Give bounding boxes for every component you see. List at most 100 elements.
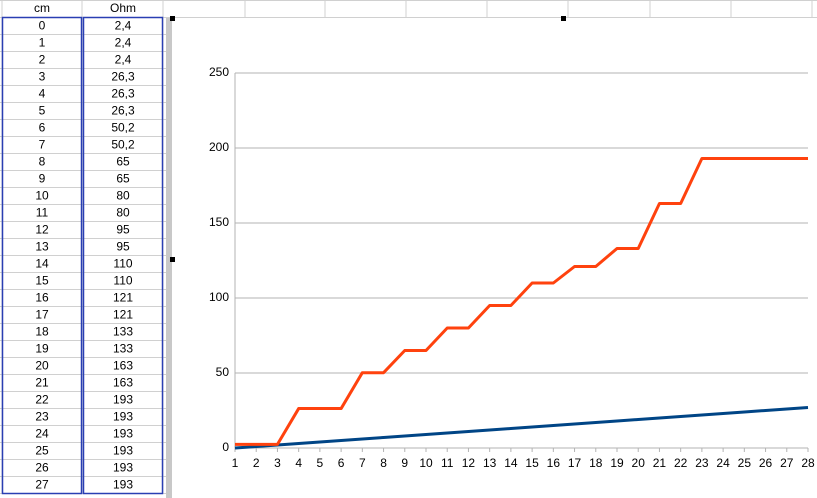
cell: 19 (35, 342, 49, 356)
x-tick-label: 15 (525, 456, 539, 470)
x-tick-label: 7 (359, 456, 366, 470)
cell: 7 (39, 138, 46, 152)
cell: 110 (113, 274, 132, 288)
x-tick-label: 13 (483, 456, 497, 470)
cell: 24 (35, 427, 49, 441)
x-tick-label: 23 (695, 456, 709, 470)
y-tick-label: 100 (209, 290, 229, 304)
x-tick-label: 24 (716, 456, 730, 470)
series-line (234, 406, 809, 450)
cell: 15 (35, 274, 49, 288)
cell: 9 (39, 172, 46, 186)
cell: 10 (35, 189, 49, 203)
cell: 193 (113, 410, 133, 424)
cell: 27 (35, 478, 49, 492)
x-tick-label: 2 (253, 456, 260, 470)
cell: 193 (113, 461, 133, 475)
cell: 193 (113, 427, 133, 441)
x-tick-label: 17 (568, 456, 582, 470)
x-tick-label: 1 (232, 456, 239, 470)
cell: 163 (113, 376, 133, 390)
cell: 13 (35, 240, 49, 254)
x-tick-label: 9 (401, 456, 408, 470)
x-tick-label: 19 (610, 456, 624, 470)
column-header: cm (34, 1, 50, 15)
x-tick-label: 21 (653, 456, 667, 470)
cell: 2,4 (115, 53, 132, 67)
cell: 121 (113, 308, 133, 322)
cell: 3 (39, 70, 46, 84)
cell: 11 (36, 206, 49, 220)
cell: 163 (113, 359, 133, 373)
cell: 121 (113, 291, 133, 305)
cell: 65 (116, 155, 130, 169)
cell: 1 (39, 36, 46, 50)
x-tick-label: 11 (441, 456, 454, 470)
y-tick-label: 50 (216, 365, 230, 379)
cell: 50,2 (111, 138, 135, 152)
cell: 193 (113, 444, 133, 458)
handle (561, 16, 566, 21)
column-header: Ohm (110, 1, 136, 15)
cell: 21 (35, 376, 49, 390)
x-tick-label: 22 (674, 456, 688, 470)
cell: 14 (35, 257, 49, 271)
x-tick-label: 3 (274, 456, 281, 470)
selection (1, 16, 83, 495)
x-tick-label: 4 (295, 456, 302, 470)
handle (170, 16, 175, 21)
cell: 50,2 (111, 121, 135, 135)
cell: 2 (39, 53, 46, 67)
cell: 2,4 (115, 36, 132, 50)
cell: 26,3 (111, 104, 135, 118)
handle (170, 257, 175, 262)
y-tick-label: 0 (222, 440, 229, 454)
x-tick-label: 27 (780, 456, 794, 470)
cell: 16 (35, 291, 49, 305)
cell: 95 (116, 240, 130, 254)
cell: 80 (116, 206, 130, 220)
cell: 22 (35, 393, 49, 407)
x-tick-label: 18 (589, 456, 603, 470)
x-tick-label: 28 (801, 456, 815, 470)
series-line (235, 157, 808, 446)
cell: 193 (113, 478, 133, 492)
cell: 80 (116, 189, 130, 203)
cell: 26,3 (111, 70, 135, 84)
cell: 26,3 (111, 87, 135, 101)
cell: 110 (113, 257, 132, 271)
cell: 26 (35, 461, 49, 475)
x-tick-label: 16 (547, 456, 561, 470)
cell: 2,4 (115, 19, 132, 33)
cell: 133 (113, 342, 133, 356)
x-tick-label: 8 (380, 456, 387, 470)
x-tick-label: 26 (759, 456, 773, 470)
cell: 23 (35, 410, 49, 424)
x-tick-label: 10 (419, 456, 433, 470)
cell: 193 (113, 393, 133, 407)
cell: 8 (39, 155, 46, 169)
cell: 25 (35, 444, 49, 458)
x-tick-label: 6 (338, 456, 345, 470)
x-tick-label: 5 (317, 456, 324, 470)
cell: 17 (35, 308, 49, 322)
y-tick-label: 150 (209, 215, 229, 229)
y-tick-label: 250 (209, 65, 229, 79)
cell: 12 (35, 223, 49, 237)
cell: 6 (39, 121, 46, 135)
selection (82, 16, 164, 495)
x-tick-label: 14 (504, 456, 518, 470)
cell: 0 (39, 19, 46, 33)
cell: 133 (113, 325, 133, 339)
cell: 65 (116, 172, 130, 186)
cell: 18 (35, 325, 49, 339)
chart-area (172, 18, 817, 498)
x-tick-label: 12 (462, 456, 476, 470)
cell: 4 (39, 87, 46, 101)
cell: 5 (39, 104, 46, 118)
chart-frame (166, 18, 172, 498)
cell: 20 (35, 359, 49, 373)
cell: 95 (116, 223, 130, 237)
